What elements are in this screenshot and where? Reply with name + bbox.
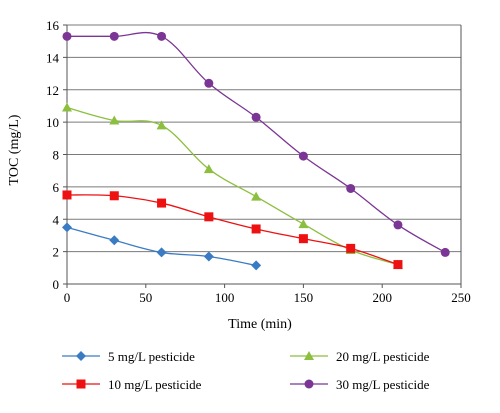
series-3-point-1: [109, 115, 120, 125]
series-1-point-1: [109, 235, 120, 246]
legend-label-4: 30 mg/L pesticide: [336, 377, 430, 392]
series-2-point-1: [109, 191, 119, 201]
legend: 5 mg/L pesticide 20 mg/L pesticide 10 mg/L…: [62, 349, 430, 392]
y-tick-label-8: 16: [46, 18, 60, 33]
legend-swatch-marker-3: [304, 351, 314, 360]
series-3-point-2: [156, 120, 167, 130]
y-tick-label-5: 10: [46, 115, 59, 130]
series-1-point-0: [62, 222, 72, 233]
series-2: [62, 190, 403, 270]
series-4-point-0: [62, 31, 72, 41]
series-4-point-1: [109, 31, 119, 41]
series-2-point-0: [62, 190, 72, 200]
series-4-point-8: [440, 247, 450, 257]
series-4: [62, 31, 450, 257]
x-tick-label-1: 50: [139, 290, 152, 305]
series-3-point-0: [62, 102, 72, 112]
series-4-point-5: [298, 151, 308, 161]
x-tick-label-4: 200: [372, 290, 392, 305]
legend-swatch-marker-4: [304, 379, 314, 389]
legend-label-3: 20 mg/L pesticide: [336, 349, 430, 364]
series-3-point-4: [251, 191, 262, 201]
series-4-point-4: [251, 112, 261, 122]
series-4-point-7: [393, 220, 403, 230]
y-axis-label: TOC (mg/L): [7, 114, 22, 185]
series-2-point-2: [157, 198, 167, 208]
series-group: [62, 31, 450, 271]
y-tick-label-2: 4: [53, 212, 60, 227]
x-tick-label-3: 150: [294, 290, 314, 305]
series-1-point-3: [203, 251, 214, 262]
series-3-point-5: [298, 219, 309, 229]
x-axis-label: Time (min): [228, 317, 292, 332]
series-4-point-2: [157, 31, 167, 41]
series-2-point-3: [204, 212, 214, 222]
series-2-point-5: [298, 234, 308, 244]
legend-swatch-marker-1: [76, 351, 86, 361]
x-tick-label-5: 250: [451, 290, 471, 305]
series-1-line: [66, 226, 257, 267]
legend-item-2: 10 mg/L pesticide: [62, 377, 202, 392]
series-2-point-4: [251, 224, 261, 234]
legend-label-2: 10 mg/L pesticide: [108, 377, 202, 392]
y-tick-label-1: 2: [53, 245, 60, 260]
legend-item-4: 30 mg/L pesticide: [290, 377, 430, 392]
legend-item-3: 20 mg/L pesticide: [290, 349, 430, 364]
series-3-point-3: [203, 164, 214, 174]
series-4-point-6: [346, 183, 356, 193]
legend-label-1: 5 mg/L pesticide: [108, 349, 195, 364]
axes: [63, 24, 462, 288]
x-tick-label-2: 100: [215, 290, 235, 305]
x-tick-labels: 0 50 100 150 200 250: [64, 290, 471, 305]
series-2-point-7: [393, 260, 403, 270]
series-1-point-2: [156, 247, 167, 258]
y-tick-label-7: 14: [46, 50, 60, 65]
y-tick-label-4: 8: [53, 148, 60, 163]
series-1-point-4: [251, 260, 262, 271]
legend-item-1: 5 mg/L pesticide: [62, 349, 195, 364]
legend-swatch-marker-2: [76, 379, 86, 389]
series-1: [62, 222, 262, 271]
series-4-point-3: [204, 78, 214, 88]
series-2-line: [66, 194, 399, 266]
y-tick-label-3: 6: [53, 180, 60, 195]
y-tick-label-6: 12: [46, 83, 59, 98]
x-tick-label-0: 0: [64, 290, 71, 305]
y-tick-labels: 0 2 4 6 8 10 12 14 16: [46, 18, 60, 292]
grid-lines: [67, 24, 461, 253]
series-2-point-6: [346, 243, 356, 253]
y-tick-label-0: 0: [53, 277, 60, 292]
